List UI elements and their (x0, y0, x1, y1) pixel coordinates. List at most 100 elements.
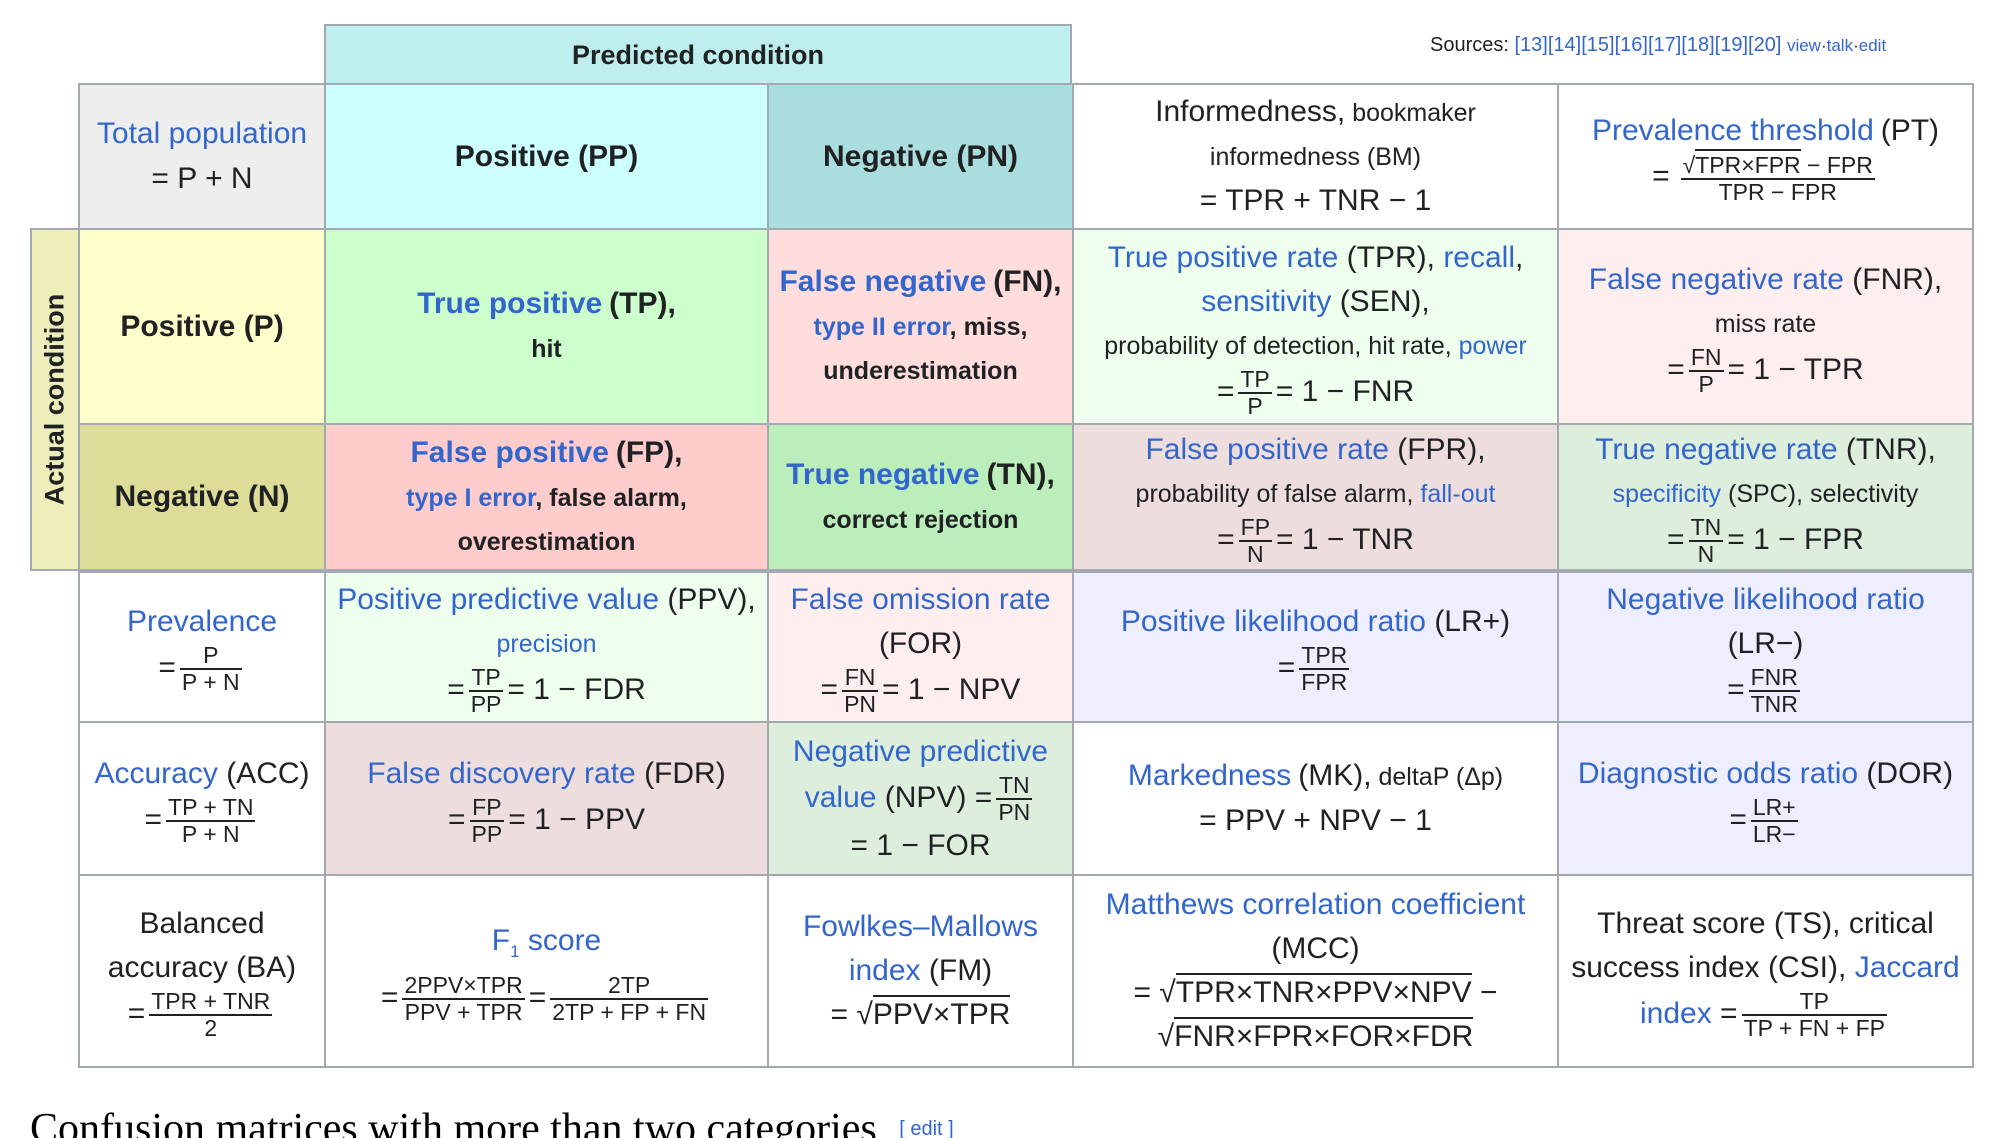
tnr-rest: = 1 − FPR (1727, 522, 1864, 556)
view-link[interactable]: view (1786, 36, 1821, 55)
type-ii-error-link[interactable]: type II error (813, 313, 950, 341)
fowlkes-mallows-abbr: (FM) (928, 954, 993, 987)
edit-link[interactable]: edit (1858, 36, 1887, 55)
false-negative-link[interactable]: False negative (779, 265, 987, 298)
fraction-denominator: P + N (181, 669, 240, 695)
fowlkes-mallows-cell: Fowlkes–Mallows index (FM) = √PPV×TPR (767, 874, 1074, 1068)
fall-out-link[interactable]: fall-out (1420, 480, 1496, 508)
equals-sign: = (447, 672, 465, 706)
ppv-fraction: TP PP (468, 666, 504, 717)
fnr-fraction: FN P (1688, 345, 1724, 397)
fraction-denominator: PP (470, 691, 502, 717)
separator: · (1820, 36, 1827, 55)
jaccard-link[interactable]: Jaccard (1854, 951, 1960, 984)
sources-bar: Sources: [13][14][15][16][17][18][19][20… (1430, 30, 1990, 61)
equals-sign: = √ (830, 998, 873, 1031)
markedness-link[interactable]: Markedness (1127, 759, 1292, 792)
prevalence-threshold-link[interactable]: Prevalence threshold (1591, 114, 1874, 147)
equals-sign: = (1727, 672, 1745, 706)
fdr-link[interactable]: False discovery rate (367, 756, 636, 790)
true-negative-cell: True negative (TN), correct rejection (767, 423, 1074, 571)
specificity-link[interactable]: specificity (1612, 480, 1722, 508)
actual-condition-label: Actual condition (39, 293, 70, 506)
tpr-fraction: TP P (1238, 367, 1272, 418)
mcc-link[interactable]: Matthews correlation coefficient (1105, 888, 1526, 921)
tnr-abbr: (TNR), (1845, 433, 1936, 466)
fowlkes-mallows-link-2[interactable]: index (848, 954, 921, 987)
precision-link[interactable]: precision (496, 630, 597, 658)
jaccard-index-link[interactable]: index (1639, 996, 1712, 1030)
informedness-extra: bookmaker informedness (BM) (1209, 99, 1476, 171)
fraction-numerator: FP (469, 795, 505, 822)
fpr-link[interactable]: False positive rate (1145, 433, 1389, 466)
false-negative-extra2: underestimation (823, 357, 1018, 385)
true-positive-cell: True positive (TP), hit (324, 228, 769, 425)
fraction-numerator: TPR×FPR (1695, 149, 1801, 178)
for-link[interactable]: False omission rate (790, 583, 1051, 616)
equals-sign: = (1216, 374, 1235, 408)
fraction-denominator: P + N (181, 820, 240, 847)
threat-score-fraction: TP TP + FN + FP (1741, 990, 1888, 1040)
false-positive-link[interactable]: False positive (410, 435, 609, 469)
fdr-fraction: FP PP (469, 795, 505, 846)
npv-link-2[interactable]: value (804, 780, 877, 814)
tnr-link[interactable]: True negative rate (1595, 433, 1838, 466)
fowlkes-mallows-sqrt: PPV×TPR (872, 995, 1011, 1031)
threat-score-line1: Threat score (TS), critical (1597, 907, 1934, 940)
false-positive-abbr: (FP), (615, 435, 683, 469)
fraction-numerator: P (179, 644, 242, 670)
false-positive-extra2: overestimation (457, 527, 636, 556)
fraction-denominator: N (1697, 541, 1715, 567)
mcc-abbr: (MCC) (1271, 932, 1360, 965)
ppv-abbr: (PPV), (667, 583, 756, 616)
ppv-cell: Positive predictive value (PPV), precisi… (324, 571, 769, 723)
sensitivity-link[interactable]: sensitivity (1201, 284, 1332, 318)
power-link[interactable]: power (1458, 331, 1527, 360)
type-i-error-link[interactable]: type I error (406, 483, 536, 512)
f1-label: F (491, 923, 511, 957)
lr-positive-abbr: (LR+) (1434, 605, 1511, 638)
fraction-numerator: 2PPV×TPR (402, 971, 525, 1000)
fraction-numerator: TP (1741, 990, 1888, 1016)
fraction-numerator: LR+ (1750, 793, 1798, 822)
f1-score-link[interactable]: F1 score (492, 919, 602, 974)
markedness-extra: deltaP (Δp) (1378, 763, 1504, 791)
lr-positive-link[interactable]: Positive likelihood ratio (1120, 605, 1426, 638)
total-population-link[interactable]: Total population (96, 117, 308, 150)
npv-link[interactable]: Negative predictive (792, 734, 1049, 768)
talk-link[interactable]: talk (1826, 36, 1854, 55)
fraction-numerator: TPR (1299, 642, 1350, 670)
ppv-link[interactable]: Positive predictive value (337, 583, 660, 616)
mcc-cell: Matthews correlation coefficient (MCC) =… (1072, 874, 1559, 1068)
markedness-formula: = PPV + NPV − 1 (1199, 804, 1432, 837)
sources-label: Sources: (1430, 34, 1509, 56)
fpr-rest: = 1 − TNR (1276, 522, 1414, 556)
markedness-cell: Markedness (MK), deltaP (Δp) = PPV + NPV… (1072, 721, 1559, 876)
false-negative-extra: , miss, (949, 313, 1028, 341)
tnr-extra: (SPC), selectivity (1728, 480, 1919, 508)
sources-refs-link[interactable]: [13][14][15][16][17][18][19][20] (1514, 34, 1782, 56)
tpr-link[interactable]: True positive rate (1107, 240, 1339, 274)
equals-sign: = (820, 672, 839, 706)
true-positive-link[interactable]: True positive (417, 287, 603, 320)
mcc-minus: − (1471, 976, 1498, 1009)
for-cell: False omission rate (FOR) = FN PN = 1 − NPV (767, 571, 1074, 723)
prevalence-link[interactable]: Prevalence (126, 605, 278, 638)
section-edit-link[interactable]: [ edit ] (899, 1118, 954, 1138)
accuracy-link[interactable]: Accuracy (94, 756, 218, 790)
fdr-abbr: (FDR) (644, 756, 726, 790)
recall-link[interactable]: recall (1443, 240, 1516, 274)
fowlkes-mallows-link[interactable]: Fowlkes–Mallows (802, 910, 1039, 943)
fraction-denominator: P (1698, 370, 1714, 397)
fpr-cell: False positive rate (FPR), probability o… (1072, 423, 1559, 571)
true-negative-link[interactable]: True negative (786, 457, 980, 491)
false-positive-cell: False positive (FP), type I error, false… (324, 423, 769, 571)
fnr-link[interactable]: False negative rate (1588, 262, 1844, 296)
dor-link[interactable]: Diagnostic odds ratio (1577, 756, 1859, 790)
threat-score-cell: Threat score (TS), critical success inde… (1557, 874, 1974, 1068)
equals-sign: = (1667, 352, 1685, 386)
fraction-numerator-rest: − FPR (1800, 152, 1873, 178)
fraction-denominator: PN (844, 691, 877, 717)
fdr-rest: = 1 − PPV (508, 802, 645, 836)
lr-negative-link[interactable]: Negative likelihood ratio (1606, 583, 1925, 616)
